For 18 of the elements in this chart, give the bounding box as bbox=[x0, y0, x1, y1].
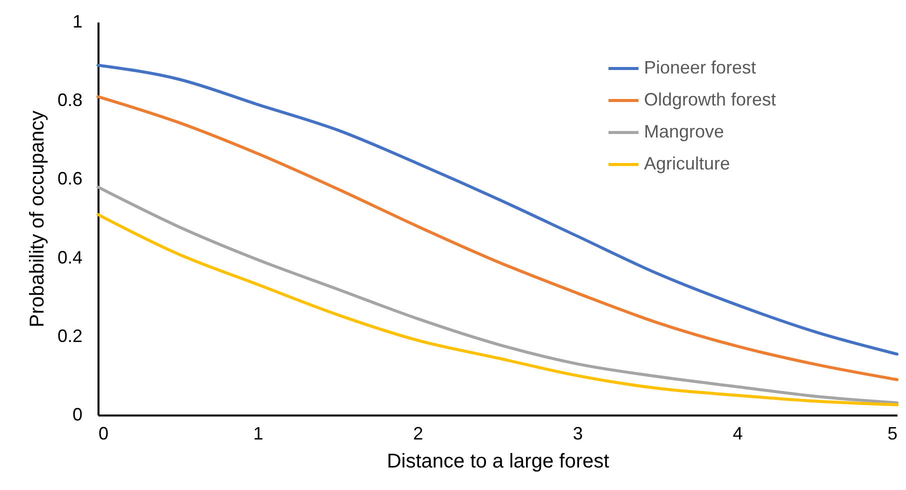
legend-label: Mangrove bbox=[644, 122, 724, 142]
y-tick-label: 0 bbox=[72, 404, 82, 424]
x-tick-label: 0 bbox=[98, 424, 109, 444]
y-tick-label: 0.8 bbox=[57, 90, 82, 110]
x-tick-label: 4 bbox=[732, 424, 743, 444]
legend-label: Pioneer forest bbox=[644, 58, 756, 78]
y-tick-label: 0.2 bbox=[57, 326, 82, 346]
legend-label: Oldgrowth forest bbox=[644, 90, 776, 110]
y-axis-title: Probability of occupancy bbox=[26, 110, 48, 328]
legend-label: Agriculture bbox=[644, 154, 730, 174]
x-tick-label: 2 bbox=[413, 424, 424, 444]
x-tick-label: 3 bbox=[572, 424, 583, 444]
x-tick-label: 1 bbox=[253, 424, 264, 444]
y-tick-label: 1 bbox=[72, 12, 82, 32]
y-tick-label: 0.4 bbox=[57, 247, 82, 268]
x-axis-title: Distance to a large forest bbox=[386, 450, 610, 472]
x-tick-label: 5 bbox=[887, 424, 898, 444]
y-tick-label: 0.6 bbox=[57, 168, 82, 189]
